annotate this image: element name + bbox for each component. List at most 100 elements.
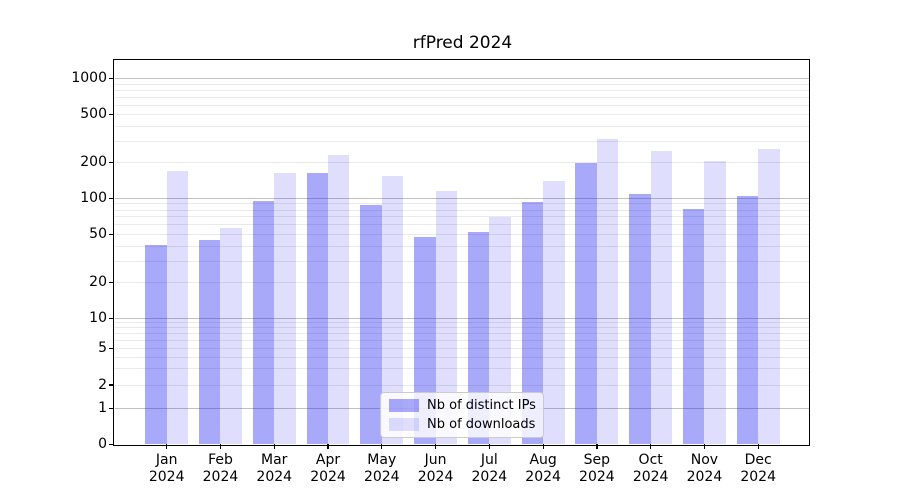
y-tick-label: 0: [98, 435, 107, 452]
gridline-minor: [115, 281, 810, 283]
x-tick-label-year: 2024: [686, 468, 723, 485]
x-tick: [488, 444, 491, 450]
y-tick: [109, 114, 114, 116]
bar-nb-of-distinct-ips-sep: [575, 163, 597, 445]
gridline-minor: [115, 333, 810, 335]
gridline-minor: [115, 245, 810, 247]
x-tick-label: Nov 2024: [672, 452, 736, 485]
x-tick-label-year: 2024: [740, 468, 776, 485]
gridline-minor: [115, 83, 810, 85]
y-tick: [109, 317, 114, 319]
bar-nb-of-distinct-ips-oct: [629, 193, 651, 445]
legend-swatch-downloads: [389, 418, 419, 431]
legend-item-distinct-ips: Nb of distinct IPs: [389, 398, 536, 413]
x-tick-label-month: Feb: [208, 452, 233, 468]
x-tick-label-year: 2024: [256, 468, 293, 485]
x-tick: [219, 444, 222, 450]
gridline-minor: [115, 203, 810, 205]
gridline-minor: [115, 216, 810, 218]
x-tick-label-month: Nov: [690, 452, 719, 468]
x-tick: [434, 444, 437, 450]
gridline-minor: [115, 114, 810, 116]
y-tick-label: 5: [98, 339, 107, 356]
x-tick-label-year: 2024: [363, 468, 400, 485]
x-tick: [542, 444, 544, 450]
y-tick-label: 1: [98, 399, 107, 416]
bar-nb-of-downloads-aug: [543, 180, 565, 445]
bar-nb-of-distinct-ips-dec: [736, 195, 759, 445]
y-tick: [109, 347, 114, 349]
gridline-minor: [115, 327, 810, 329]
bar-nb-of-downloads-nov: [704, 160, 726, 445]
chart-title: rfPred 2024: [412, 33, 513, 53]
y-tick-label: 20: [89, 273, 107, 290]
y-tick: [109, 78, 114, 80]
gridline-major: [115, 78, 810, 80]
y-tick-label: 10: [89, 309, 107, 326]
y-tick: [109, 443, 114, 445]
gridline-major: [115, 317, 810, 319]
gridline-minor: [115, 209, 810, 211]
bar-nb-of-downloads-jan: [166, 171, 189, 445]
gridline-minor: [115, 104, 810, 106]
gridline-minor: [115, 368, 810, 370]
gridline-major: [115, 197, 810, 199]
bar-nb-of-distinct-ips-aug: [521, 202, 544, 445]
y-tick-label: 200: [80, 153, 107, 170]
x-tick-label-year: 2024: [471, 468, 508, 485]
x-tick: [757, 444, 759, 450]
y-tick-label: 1000: [71, 70, 107, 87]
bar-nb-of-distinct-ips-jul: [467, 232, 490, 445]
x-tick-label-year: 2024: [417, 468, 454, 485]
x-tick-label: Jul 2024: [457, 452, 521, 485]
x-tick: [273, 444, 275, 450]
x-tick-label: Mar 2024: [242, 452, 306, 485]
x-tick-label: Oct 2024: [619, 452, 683, 485]
bar-nb-of-downloads-apr: [328, 155, 350, 445]
bar-nb-of-distinct-ips-jan: [145, 244, 167, 445]
x-tick-label-month: Jun: [424, 452, 447, 468]
gridline-minor: [115, 356, 810, 358]
x-tick-label-month: Oct: [638, 452, 663, 468]
bar-nb-of-distinct-ips-may: [360, 205, 382, 445]
gridline-minor: [115, 161, 810, 163]
y-tick: [109, 161, 114, 164]
x-tick-label-year: 2024: [148, 468, 185, 485]
y-tick: [109, 407, 114, 409]
bar-nb-of-downloads-jul: [489, 216, 511, 445]
x-tick-label-year: 2024: [632, 468, 669, 485]
y-tick: [109, 281, 114, 283]
x-tick-label-year: 2024: [579, 468, 615, 485]
y-tick: [109, 233, 114, 236]
bar-nb-of-downloads-mar: [274, 173, 296, 445]
gridline-minor: [115, 339, 810, 341]
x-tick-label: Dec 2024: [726, 452, 790, 485]
gridline-minor: [115, 384, 810, 386]
x-tick-label-month: Dec: [744, 452, 772, 468]
gridline-minor: [115, 125, 810, 127]
x-tick-label: Jan 2024: [135, 452, 199, 485]
legend-label-downloads: Nb of downloads: [427, 417, 536, 432]
y-tick-label: 2: [98, 376, 107, 393]
x-tick-label: Jun 2024: [404, 452, 468, 485]
bar-nb-of-downloads-may: [381, 175, 404, 445]
x-tick-label: Feb 2024: [188, 452, 252, 485]
bar-nb-of-downloads-dec: [758, 148, 780, 445]
legend-label-distinct-ips: Nb of distinct IPs: [427, 398, 536, 413]
bar-nb-of-downloads-oct: [650, 150, 673, 445]
x-tick: [596, 444, 598, 450]
bar-nb-of-downloads-jun: [435, 191, 457, 445]
bar-nb-of-downloads-feb: [220, 227, 242, 445]
x-tick-label-month: Jan: [155, 452, 178, 468]
x-tick-label-month: Sep: [583, 452, 611, 468]
bar-nb-of-distinct-ips-mar: [252, 200, 275, 445]
gridline-minor: [115, 233, 810, 235]
legend: Nb of distinct IPs Nb of downloads: [380, 392, 544, 438]
x-tick-label-month: Apr: [315, 452, 341, 468]
x-tick: [703, 444, 706, 450]
x-tick-label-year: 2024: [525, 468, 561, 485]
x-tick-label-month: Mar: [261, 452, 288, 468]
gridline-minor: [115, 224, 810, 226]
x-tick: [381, 444, 383, 450]
y-tick-label: 500: [80, 106, 107, 123]
